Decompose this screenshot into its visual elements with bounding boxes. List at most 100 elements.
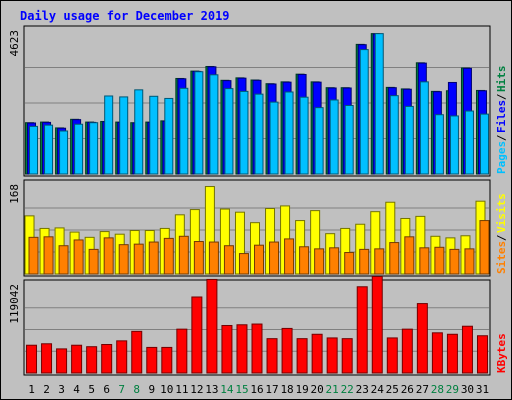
bar-pages-day-17 bbox=[269, 101, 279, 175]
bar-pages-day-8 bbox=[134, 89, 144, 175]
bar-kbytes-day-30 bbox=[461, 325, 473, 374]
bar-pages-day-21 bbox=[329, 99, 339, 175]
bar-kbytes-day-17 bbox=[266, 338, 278, 374]
panel-visits-max-label: 168 bbox=[8, 184, 21, 204]
bar-pages-day-5 bbox=[89, 122, 99, 175]
bar-pages-day-23 bbox=[359, 49, 369, 175]
bar-kbytes-day-22 bbox=[341, 338, 353, 374]
bar-pages-day-20 bbox=[314, 107, 324, 175]
bar-kbytes-day-9 bbox=[146, 346, 158, 374]
legend-separator: / bbox=[495, 234, 508, 241]
x-tick-label-28: 28 bbox=[431, 383, 444, 396]
x-tick-label-18: 18 bbox=[280, 383, 293, 396]
bar-pages-day-12 bbox=[194, 71, 204, 175]
bar-kbytes-day-25 bbox=[386, 337, 398, 374]
bar-kbytes-day-13 bbox=[206, 278, 218, 374]
x-tick-label-14: 14 bbox=[220, 383, 234, 396]
bar-sites-day-31 bbox=[479, 220, 490, 275]
x-tick-label-4: 4 bbox=[73, 383, 80, 396]
panel-visits-legend: Sites/Visits bbox=[495, 193, 508, 274]
legend-kbytes: KBytes bbox=[495, 333, 508, 373]
panel-kbytes-legend: KBytes bbox=[495, 333, 508, 373]
x-tick-label-6: 6 bbox=[103, 383, 110, 396]
bar-sites-day-19 bbox=[299, 246, 310, 275]
bar-pages-day-14 bbox=[224, 88, 234, 175]
bar-kbytes-day-24 bbox=[371, 276, 383, 374]
bar-kbytes-day-20 bbox=[311, 333, 323, 374]
bar-pages-day-28 bbox=[434, 114, 444, 175]
bar-kbytes-day-21 bbox=[326, 337, 338, 374]
bar-pages-day-19 bbox=[299, 96, 309, 175]
bar-kbytes-day-18 bbox=[281, 327, 293, 374]
bar-kbytes-day-29 bbox=[446, 333, 458, 374]
bar-pages-day-25 bbox=[389, 95, 399, 175]
bar-sites-day-18 bbox=[284, 238, 295, 275]
x-tick-label-31: 31 bbox=[476, 383, 489, 396]
panel-hits-legend: Pages/Files/Hits bbox=[495, 66, 508, 175]
bar-pages-day-13 bbox=[209, 74, 219, 175]
bar-sites-day-30 bbox=[464, 248, 475, 275]
bar-sites-day-28 bbox=[434, 246, 445, 275]
bar-sites-day-8 bbox=[133, 243, 144, 275]
bar-pages-day-31 bbox=[479, 113, 489, 175]
panel-hits-max-label: 4623 bbox=[8, 30, 21, 57]
x-tick-label-8: 8 bbox=[133, 383, 140, 396]
x-tick-label-9: 9 bbox=[148, 383, 155, 396]
bar-kbytes-day-10 bbox=[161, 346, 173, 374]
bar-sites-day-13 bbox=[208, 241, 219, 275]
bar-kbytes-day-5 bbox=[86, 346, 98, 374]
bar-sites-day-17 bbox=[269, 241, 280, 275]
bar-sites-day-27 bbox=[419, 247, 430, 275]
legend-visits: Visits bbox=[495, 193, 508, 233]
bar-kbytes-day-7 bbox=[116, 340, 128, 374]
bar-pages-day-22 bbox=[344, 105, 354, 175]
bar-kbytes-day-3 bbox=[56, 348, 68, 374]
x-tick-label-22: 22 bbox=[341, 383, 354, 396]
bar-sites-day-29 bbox=[449, 248, 460, 275]
panel-kbytes: 119042 KBytes bbox=[8, 276, 508, 376]
x-tick-label-1: 1 bbox=[28, 383, 35, 396]
bar-kbytes-day-28 bbox=[431, 332, 443, 374]
bar-kbytes-day-15 bbox=[236, 324, 248, 374]
x-tick-label-17: 17 bbox=[265, 383, 278, 396]
bar-sites-day-14 bbox=[223, 245, 234, 275]
bar-kbytes-day-1 bbox=[26, 344, 38, 374]
x-tick-label-20: 20 bbox=[311, 383, 324, 396]
x-tick-label-16: 16 bbox=[250, 383, 263, 396]
bar-pages-day-29 bbox=[449, 115, 459, 175]
bar-sites-day-4 bbox=[73, 239, 84, 275]
bar-pages-day-9 bbox=[149, 95, 159, 175]
bar-pages-day-7 bbox=[119, 96, 129, 175]
x-tick-label-10: 10 bbox=[160, 383, 173, 396]
legend-hits: Hits bbox=[495, 66, 508, 93]
bar-kbytes-day-16 bbox=[251, 323, 263, 374]
x-tick-label-19: 19 bbox=[295, 383, 308, 396]
bar-sites-day-21 bbox=[329, 247, 340, 275]
x-tick-label-23: 23 bbox=[356, 383, 369, 396]
bar-kbytes-day-26 bbox=[401, 328, 413, 374]
x-tick-label-12: 12 bbox=[190, 383, 203, 396]
bar-sites-day-11 bbox=[178, 235, 189, 275]
bar-pages-day-24 bbox=[374, 33, 384, 175]
bar-sites-day-22 bbox=[344, 252, 355, 275]
x-tick-label-3: 3 bbox=[58, 383, 65, 396]
bar-kbytes-day-8 bbox=[131, 330, 143, 374]
bar-pages-day-27 bbox=[419, 81, 429, 175]
bar-sites-day-20 bbox=[314, 248, 325, 275]
bar-sites-day-26 bbox=[404, 236, 415, 275]
bar-sites-day-16 bbox=[254, 244, 264, 275]
bar-kbytes-day-4 bbox=[71, 344, 83, 374]
bar-pages-day-18 bbox=[284, 91, 294, 175]
bar-sites-day-5 bbox=[88, 248, 99, 275]
bar-pages-day-26 bbox=[404, 105, 414, 175]
bar-sites-day-25 bbox=[389, 242, 400, 275]
bar-sites-day-9 bbox=[148, 241, 159, 275]
x-tick-label-27: 27 bbox=[416, 383, 429, 396]
bar-sites-day-10 bbox=[163, 237, 174, 275]
chart-title: Daily usage for December 2019 bbox=[20, 9, 230, 23]
bar-pages-day-30 bbox=[464, 110, 474, 175]
bar-kbytes-day-31 bbox=[476, 335, 488, 374]
panel-kbytes-max-label: 119042 bbox=[8, 284, 21, 324]
x-tick-label-11: 11 bbox=[175, 383, 188, 396]
